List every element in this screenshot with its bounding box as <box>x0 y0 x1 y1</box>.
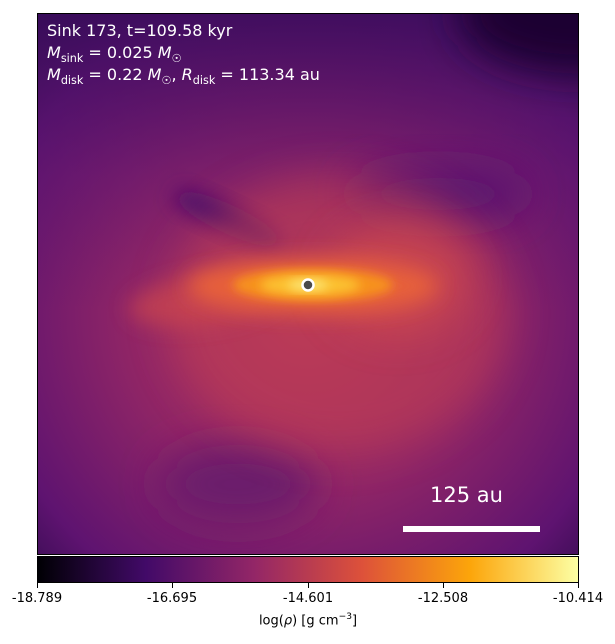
colorbar-tick-label: -18.789 <box>11 591 63 606</box>
sink-marker <box>301 278 315 292</box>
sink-info-text: Sink 173, t=109.58 kyr <box>47 21 233 40</box>
colorbar-tick-label: -10.414 <box>552 591 604 606</box>
colorbar-tick-label: -12.508 <box>417 591 469 606</box>
disk-info-text: Mdisk = 0.22 M☉, Rdisk = 113.34 au <box>47 65 320 88</box>
colorbar-tick <box>308 583 309 588</box>
colorbar-tick-label: -14.601 <box>282 591 334 606</box>
colorbar <box>37 556 579 583</box>
density-map <box>37 13 579 555</box>
colorbar-tick-label: -16.695 <box>146 591 198 606</box>
density-image <box>38 14 578 554</box>
scale-bar-label: 125 au <box>430 483 503 507</box>
scale-bar <box>403 526 540 532</box>
colorbar-tick <box>443 583 444 588</box>
colorbar-label: log(ρ) [g cm−3] <box>258 612 358 629</box>
colorbar-tick <box>37 583 38 588</box>
colorbar-tick <box>578 583 579 588</box>
sink-mass-text: Msink = 0.025 M☉ <box>47 43 182 66</box>
colorbar-tick <box>172 583 173 588</box>
